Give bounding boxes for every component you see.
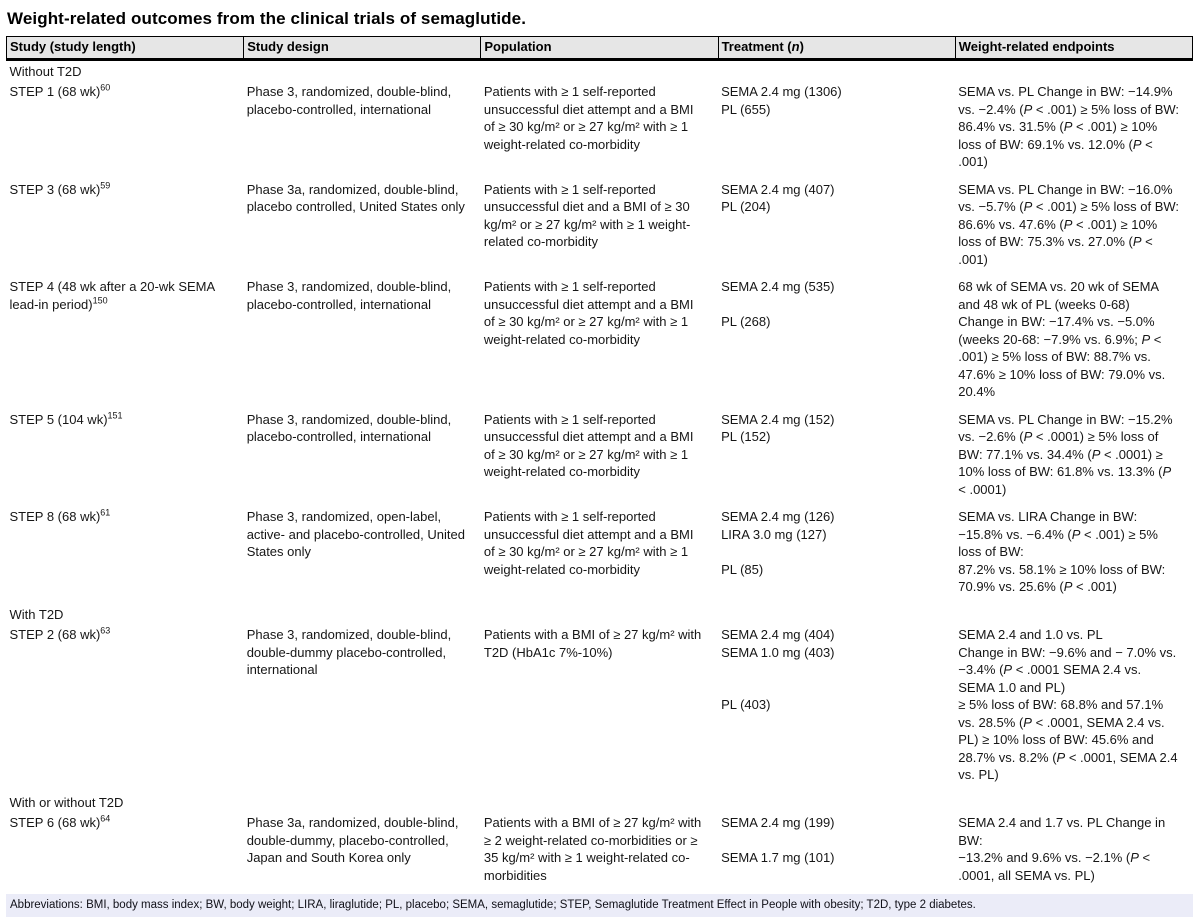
treatment-line: SEMA 1.7 mg (101) xyxy=(721,850,835,865)
design-cell: Phase 3, randomized, double-blind, place… xyxy=(246,411,452,445)
study-label: STEP 3 (68 wk) xyxy=(9,181,101,197)
treatment-line: SEMA 1.0 mg (403) xyxy=(721,644,835,660)
study-label: STEP 8 (68 wk) xyxy=(9,509,101,524)
treatment-line: PL (655) xyxy=(721,101,771,117)
study-cell: STEP 6 (68 wk)64 xyxy=(7,812,244,892)
column-header-population: Population xyxy=(480,36,719,61)
study-cell: STEP 3 (68 wk)59 xyxy=(7,179,244,277)
study-label: STEP 6 (68 wk) xyxy=(9,815,101,830)
population-cell: Patients with ≥ 1 self-reported unsucces… xyxy=(483,279,694,347)
treatment-line: SEMA 2.4 mg (199) xyxy=(721,815,835,830)
treatment-line xyxy=(721,296,943,314)
endpoints-cell: SEMA vs. PL Change in BW: −15.2% vs. −2.… xyxy=(958,411,1173,497)
population-cell: Patients with ≥ 1 self-reported unsucces… xyxy=(483,509,694,577)
column-header-study: Study (study length) xyxy=(5,36,245,61)
column-header-treatment: Treatment (n) xyxy=(717,36,956,61)
study-cell: STEP 4 (48 wk after a 20-wk SEMA lead-in… xyxy=(7,276,244,409)
column-header-endpoints: Weight-related endpoints xyxy=(954,36,1194,61)
endpoints-cell: 68 wk of SEMA vs. 20 wk of SEMA and 48 w… xyxy=(958,279,1166,399)
population-cell: Patients with ≥ 1 self-reported unsucces… xyxy=(483,411,694,480)
endpoints-cell: SEMA vs. PL Change in BW: −14.9% vs. −2.… xyxy=(958,84,1180,169)
endpoints-cell: SEMA 2.4 and 1.0 vs. PL Change in BW: −9… xyxy=(958,627,1178,782)
study-cell: STEP 8 (68 wk)61 xyxy=(7,506,244,604)
abbreviations-footer: Abbreviations: BMI, body mass index; BW,… xyxy=(6,894,1193,917)
design-cell: Phase 3a, randomized, double-blind, doub… xyxy=(246,815,459,865)
treatment-line: SEMA 2.4 mg (404) xyxy=(721,627,835,642)
column-header-design: Study design xyxy=(243,36,482,61)
section-row-with-or-without-t2d: With or without T2D xyxy=(7,792,1193,813)
study-label: STEP 2 (68 wk) xyxy=(9,627,101,642)
study-row-step-5: STEP 5 (104 wk)151 Phase 3, randomized, … xyxy=(7,409,1193,507)
citation-ref: 151 xyxy=(107,410,123,421)
endpoints-cell: SEMA vs. LIRA Change in BW: −15.8% vs. −… xyxy=(958,509,1166,594)
design-cell: Phase 3, randomized, double-blind, place… xyxy=(246,84,452,117)
treatment-line: SEMA 2.4 mg (535) xyxy=(721,279,835,294)
treatment-line: PL (204) xyxy=(721,199,771,214)
study-cell: STEP 1 (68 wk)60 xyxy=(7,81,244,179)
treatment-line xyxy=(721,543,943,561)
treatment-cell: SEMA 2.4 mg (535) PL (268) xyxy=(718,276,955,409)
study-row-step-3: STEP 3 (68 wk)59 Phase 3a, randomized, d… xyxy=(7,179,1193,277)
design-cell: Phase 3, randomized, double-blind, doubl… xyxy=(246,627,452,677)
study-cell: STEP 2 (68 wk)63 xyxy=(7,624,244,792)
section-label: With or without T2D xyxy=(9,794,124,810)
study-row-step-1: STEP 1 (68 wk)60 Phase 3, randomized, do… xyxy=(7,81,1193,179)
design-cell: Phase 3, randomized, open-label, active-… xyxy=(246,509,465,559)
section-label: Without T2D xyxy=(9,63,82,79)
outcomes-table: Study (study length) Study design Popula… xyxy=(5,36,1194,892)
citation-ref: 61 xyxy=(100,507,111,518)
treatment-line: PL (268) xyxy=(721,314,771,329)
treatment-cell: SEMA 2.4 mg (407) PL (204) xyxy=(718,179,955,277)
citation-ref: 150 xyxy=(92,295,108,306)
population-cell: Patients with a BMI of ≥ 27 kg/m² with ≥… xyxy=(483,815,702,883)
treatment-cell: SEMA 2.4 mg (1306) PL (655) xyxy=(718,81,955,179)
treatment-line xyxy=(721,679,943,697)
page-title: Weight-related outcomes from the clinica… xyxy=(7,9,527,28)
treatment-cell: SEMA 2.4 mg (199) SEMA 1.7 mg (101) xyxy=(718,812,955,892)
population-cell: Patients with ≥ 1 self-reported unsucces… xyxy=(483,181,691,250)
treatment-line: SEMA 2.4 mg (1306) xyxy=(721,84,842,99)
treatment-line: SEMA 2.4 mg (126) xyxy=(721,509,835,524)
study-label: STEP 5 (104 wk) xyxy=(9,411,108,427)
design-cell: Phase 3, randomized, double-blind, place… xyxy=(246,279,452,312)
design-cell: Phase 3a, randomized, double-blind, plac… xyxy=(246,181,465,215)
population-cell: Patients with a BMI of ≥ 27 kg/m² with T… xyxy=(483,627,702,660)
study-row-step-2: STEP 2 (68 wk)63 Phase 3, randomized, do… xyxy=(7,624,1193,792)
treatment-line: SEMA 2.4 mg (407) xyxy=(721,181,835,197)
endpoints-cell: SEMA 2.4 and 1.7 vs. PL Change in BW: −1… xyxy=(958,815,1166,883)
study-label: STEP 4 (48 wk after a 20-wk SEMA lead-in… xyxy=(9,279,215,312)
citation-ref: 63 xyxy=(100,625,111,636)
study-cell: STEP 5 (104 wk)151 xyxy=(7,409,244,507)
study-row-step-4: STEP 4 (48 wk after a 20-wk SEMA lead-in… xyxy=(7,276,1193,409)
header-row: Study (study length) Study design Popula… xyxy=(5,36,1194,61)
treatment-line xyxy=(721,832,943,850)
treatment-cell: SEMA 2.4 mg (126) LIRA 3.0 mg (127) PL (… xyxy=(718,506,955,604)
section-row-with-t2d: With T2D xyxy=(7,604,1193,625)
endpoints-cell: SEMA vs. PL Change in BW: −16.0% vs. −5.… xyxy=(958,181,1180,267)
treatment-line: PL (403) xyxy=(721,697,771,712)
treatment-line: SEMA 2.4 mg (152) xyxy=(721,411,835,427)
citation-ref: 59 xyxy=(100,180,111,191)
treatment-line: LIRA 3.0 mg (127) xyxy=(721,526,827,542)
treatment-line: PL (152) xyxy=(721,429,771,444)
study-label: STEP 1 (68 wk) xyxy=(9,84,101,99)
section-row-without-t2d: Without T2D xyxy=(7,59,1193,81)
citation-ref: 60 xyxy=(100,82,111,93)
section-label: With T2D xyxy=(9,606,64,622)
treatment-cell: SEMA 2.4 mg (404) SEMA 1.0 mg (403) PL (… xyxy=(718,624,955,792)
table-header: Study (study length) Study design Popula… xyxy=(5,36,1194,61)
citation-ref: 64 xyxy=(100,813,111,824)
population-cell: Patients with ≥ 1 self-reported unsucces… xyxy=(483,84,694,152)
study-row-step-6: STEP 6 (68 wk)64 Phase 3a, randomized, d… xyxy=(7,812,1193,892)
study-row-step-8: STEP 8 (68 wk)61 Phase 3, randomized, op… xyxy=(7,506,1193,604)
treatment-line: PL (85) xyxy=(721,561,764,577)
treatment-line xyxy=(721,661,943,679)
treatment-cell: SEMA 2.4 mg (152) PL (152) xyxy=(718,409,955,507)
